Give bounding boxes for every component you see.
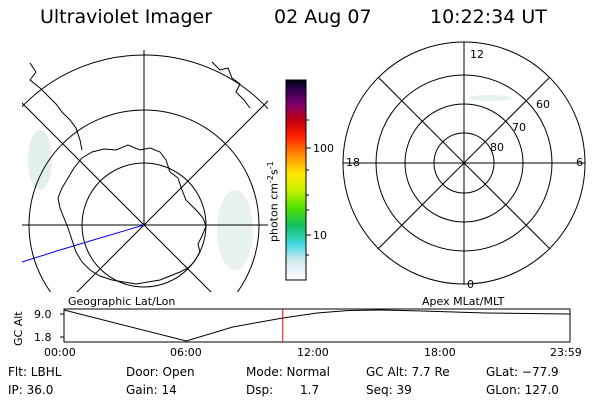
peninsula-coast	[29, 62, 83, 151]
time-tick-2359: 23:59	[550, 346, 582, 359]
magnetic-label: Apex MLat/MLT	[422, 295, 505, 308]
altitude-plot	[60, 308, 571, 343]
south-america-coast	[211, 61, 251, 109]
mlt-diagonal-2	[377, 76, 551, 250]
emission-patch-top	[468, 95, 512, 101]
emission-patch-right	[217, 190, 253, 270]
observation-date: 02 Aug 07	[274, 6, 372, 28]
colorbar-label-10: 10	[313, 229, 327, 242]
glat-info: GLat: −77.9	[486, 365, 559, 379]
time-tick-1800: 18:00	[424, 346, 456, 359]
colorbar	[285, 79, 311, 281]
ip-info: IP: 36.0	[8, 383, 54, 397]
mlt-label-6: 6	[576, 156, 583, 169]
geographic-label: Geographic Lat/Lon	[68, 295, 176, 308]
mode-info: Mode: Normal	[246, 365, 330, 379]
mlat-label-60: 60	[536, 98, 550, 111]
colorbar-unit-label: photon cm-2s-1	[266, 161, 281, 242]
gain-info: Gain: 14	[126, 383, 177, 397]
dsp-value: 1.7	[300, 383, 320, 397]
gc-alt-info: GC Alt: 7.7 Re	[366, 365, 450, 379]
magnetic-grid	[342, 41, 586, 285]
mlat-label-80: 80	[490, 141, 504, 154]
time-tick-1200: 12:00	[297, 346, 329, 359]
geographic-map	[22, 50, 268, 292]
colorbar-label-100: 100	[313, 142, 334, 155]
filter-info: Flt: LBHL	[8, 365, 62, 379]
mlat-label-70: 70	[512, 121, 526, 134]
instrument-title: Ultraviolet Imager	[40, 6, 213, 28]
meridian-nw	[22, 102, 145, 226]
seq-info: Seq: 39	[366, 383, 412, 397]
mlt-label-0: 0	[467, 278, 474, 291]
time-tick-0000: 00:00	[44, 346, 76, 359]
meridian-se	[143, 224, 212, 292]
altitude-ylabel: GC Alt	[12, 311, 25, 346]
alt-ylabel-1.8: 1.8	[34, 331, 52, 344]
colorbar-gradient	[286, 80, 306, 280]
glon-info: GLon: 127.0	[486, 383, 559, 397]
door-info: Door: Open	[126, 365, 195, 379]
dsp-label: Dsp:	[246, 383, 274, 397]
observation-time: 10:22:34 UT	[430, 6, 547, 28]
alt-ylabel-9: 9.0	[34, 308, 52, 321]
antarctica-coastline	[57, 144, 207, 285]
colorbar-frame	[285, 79, 307, 281]
emission-patch-left	[28, 130, 52, 190]
meridian-sw	[76, 224, 145, 292]
altitude-curve	[63, 309, 570, 342]
mlt-label-18: 18	[346, 156, 360, 169]
meridian-ne	[143, 100, 268, 226]
altitude-plot-frame	[63, 308, 571, 343]
mlt-label-12: 12	[470, 48, 484, 61]
time-tick-0600: 06:00	[170, 346, 202, 359]
satellite-track	[22, 224, 145, 263]
